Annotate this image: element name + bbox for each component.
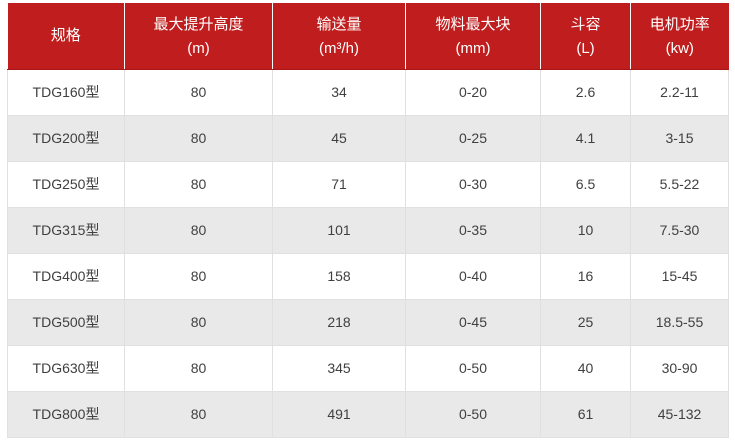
- column-header-conveying-capacity: 输送量 (m³/h): [272, 3, 406, 70]
- cell-capacity: 158: [272, 252, 406, 300]
- table-row: TDG315型 80 101 0-35 10 7.5-30: [7, 206, 729, 254]
- cell-model: TDG250型: [7, 160, 125, 208]
- cell-material-size: 0-30: [405, 160, 541, 208]
- cell-capacity: 45: [272, 114, 406, 162]
- cell-model: TDG315型: [7, 206, 125, 254]
- table-header: 规格 最大提升高度 (m) 输送量 (m³/h) 物料最大块 (mm) 斗容: [7, 3, 729, 70]
- cell-lift-height: 80: [124, 206, 273, 254]
- cell-capacity: 34: [272, 69, 406, 116]
- table-row: TDG400型 80 158 0-40 16 15-45: [7, 252, 729, 300]
- cell-capacity: 71: [272, 160, 406, 208]
- column-unit: (mm): [455, 39, 491, 57]
- cell-lift-height: 80: [124, 252, 273, 300]
- cell-bucket-volume: 61: [540, 390, 631, 438]
- spec-table: 规格 最大提升高度 (m) 输送量 (m³/h) 物料最大块 (mm) 斗容: [7, 3, 729, 438]
- header-row: 规格 最大提升高度 (m) 输送量 (m³/h) 物料最大块 (mm) 斗容: [7, 3, 729, 70]
- column-unit: (kw): [665, 39, 694, 57]
- cell-capacity: 101: [272, 206, 406, 254]
- table-body: TDG160型 80 34 0-20 2.6 2.2-11 TDG200型 80…: [7, 69, 729, 438]
- cell-lift-height: 80: [124, 69, 273, 116]
- cell-motor-power: 15-45: [630, 252, 729, 300]
- cell-bucket-volume: 10: [540, 206, 631, 254]
- cell-bucket-volume: 25: [540, 298, 631, 346]
- column-header-motor-power: 电机功率 (kw): [630, 3, 729, 70]
- column-label: 规格: [50, 26, 81, 44]
- cell-motor-power: 2.2-11: [630, 69, 729, 116]
- column-header-max-material-size: 物料最大块 (mm): [405, 3, 541, 70]
- cell-model: TDG160型: [7, 69, 125, 116]
- column-label: 输送量: [316, 15, 362, 33]
- table-row: TDG160型 80 34 0-20 2.6 2.2-11: [7, 69, 729, 116]
- cell-material-size: 0-35: [405, 206, 541, 254]
- cell-lift-height: 80: [124, 390, 273, 438]
- cell-motor-power: 7.5-30: [630, 206, 729, 254]
- cell-capacity: 345: [272, 344, 406, 392]
- column-unit: (m³/h): [319, 39, 359, 57]
- cell-material-size: 0-50: [405, 344, 541, 392]
- table-row: TDG800型 80 491 0-50 61 45-132: [7, 390, 729, 438]
- cell-capacity: 218: [272, 298, 406, 346]
- cell-model: TDG630型: [7, 344, 125, 392]
- column-header-spec: 规格: [7, 3, 125, 70]
- cell-material-size: 0-45: [405, 298, 541, 346]
- cell-bucket-volume: 16: [540, 252, 631, 300]
- table-row: TDG500型 80 218 0-45 25 18.5-55: [7, 298, 729, 346]
- cell-motor-power: 3-15: [630, 114, 729, 162]
- table-row: TDG250型 80 71 0-30 6.5 5.5-22: [7, 160, 729, 208]
- column-label: 斗容: [570, 15, 601, 33]
- cell-material-size: 0-40: [405, 252, 541, 300]
- cell-model: TDG200型: [7, 114, 125, 162]
- cell-lift-height: 80: [124, 114, 273, 162]
- cell-lift-height: 80: [124, 344, 273, 392]
- column-header-max-lift-height: 最大提升高度 (m): [124, 3, 273, 70]
- column-label: 物料最大块: [435, 15, 511, 33]
- cell-bucket-volume: 6.5: [540, 160, 631, 208]
- cell-model: TDG500型: [7, 298, 125, 346]
- cell-capacity: 491: [272, 390, 406, 438]
- column-label: 电机功率: [649, 15, 710, 33]
- column-label: 最大提升高度: [153, 15, 244, 33]
- cell-motor-power: 18.5-55: [630, 298, 729, 346]
- cell-material-size: 0-20: [405, 69, 541, 116]
- cell-motor-power: 45-132: [630, 390, 729, 438]
- cell-material-size: 0-50: [405, 390, 541, 438]
- cell-bucket-volume: 40: [540, 344, 631, 392]
- cell-model: TDG800型: [7, 390, 125, 438]
- cell-motor-power: 5.5-22: [630, 160, 729, 208]
- cell-bucket-volume: 2.6: [540, 69, 631, 116]
- cell-lift-height: 80: [124, 160, 273, 208]
- cell-motor-power: 30-90: [630, 344, 729, 392]
- column-header-bucket-volume: 斗容 (L): [540, 3, 631, 70]
- table-row: TDG200型 80 45 0-25 4.1 3-15: [7, 114, 729, 162]
- column-unit: (L): [576, 39, 595, 57]
- cell-material-size: 0-25: [405, 114, 541, 162]
- cell-model: TDG400型: [7, 252, 125, 300]
- cell-lift-height: 80: [124, 298, 273, 346]
- table-row: TDG630型 80 345 0-50 40 30-90: [7, 344, 729, 392]
- cell-bucket-volume: 4.1: [540, 114, 631, 162]
- column-unit: (m): [187, 39, 210, 57]
